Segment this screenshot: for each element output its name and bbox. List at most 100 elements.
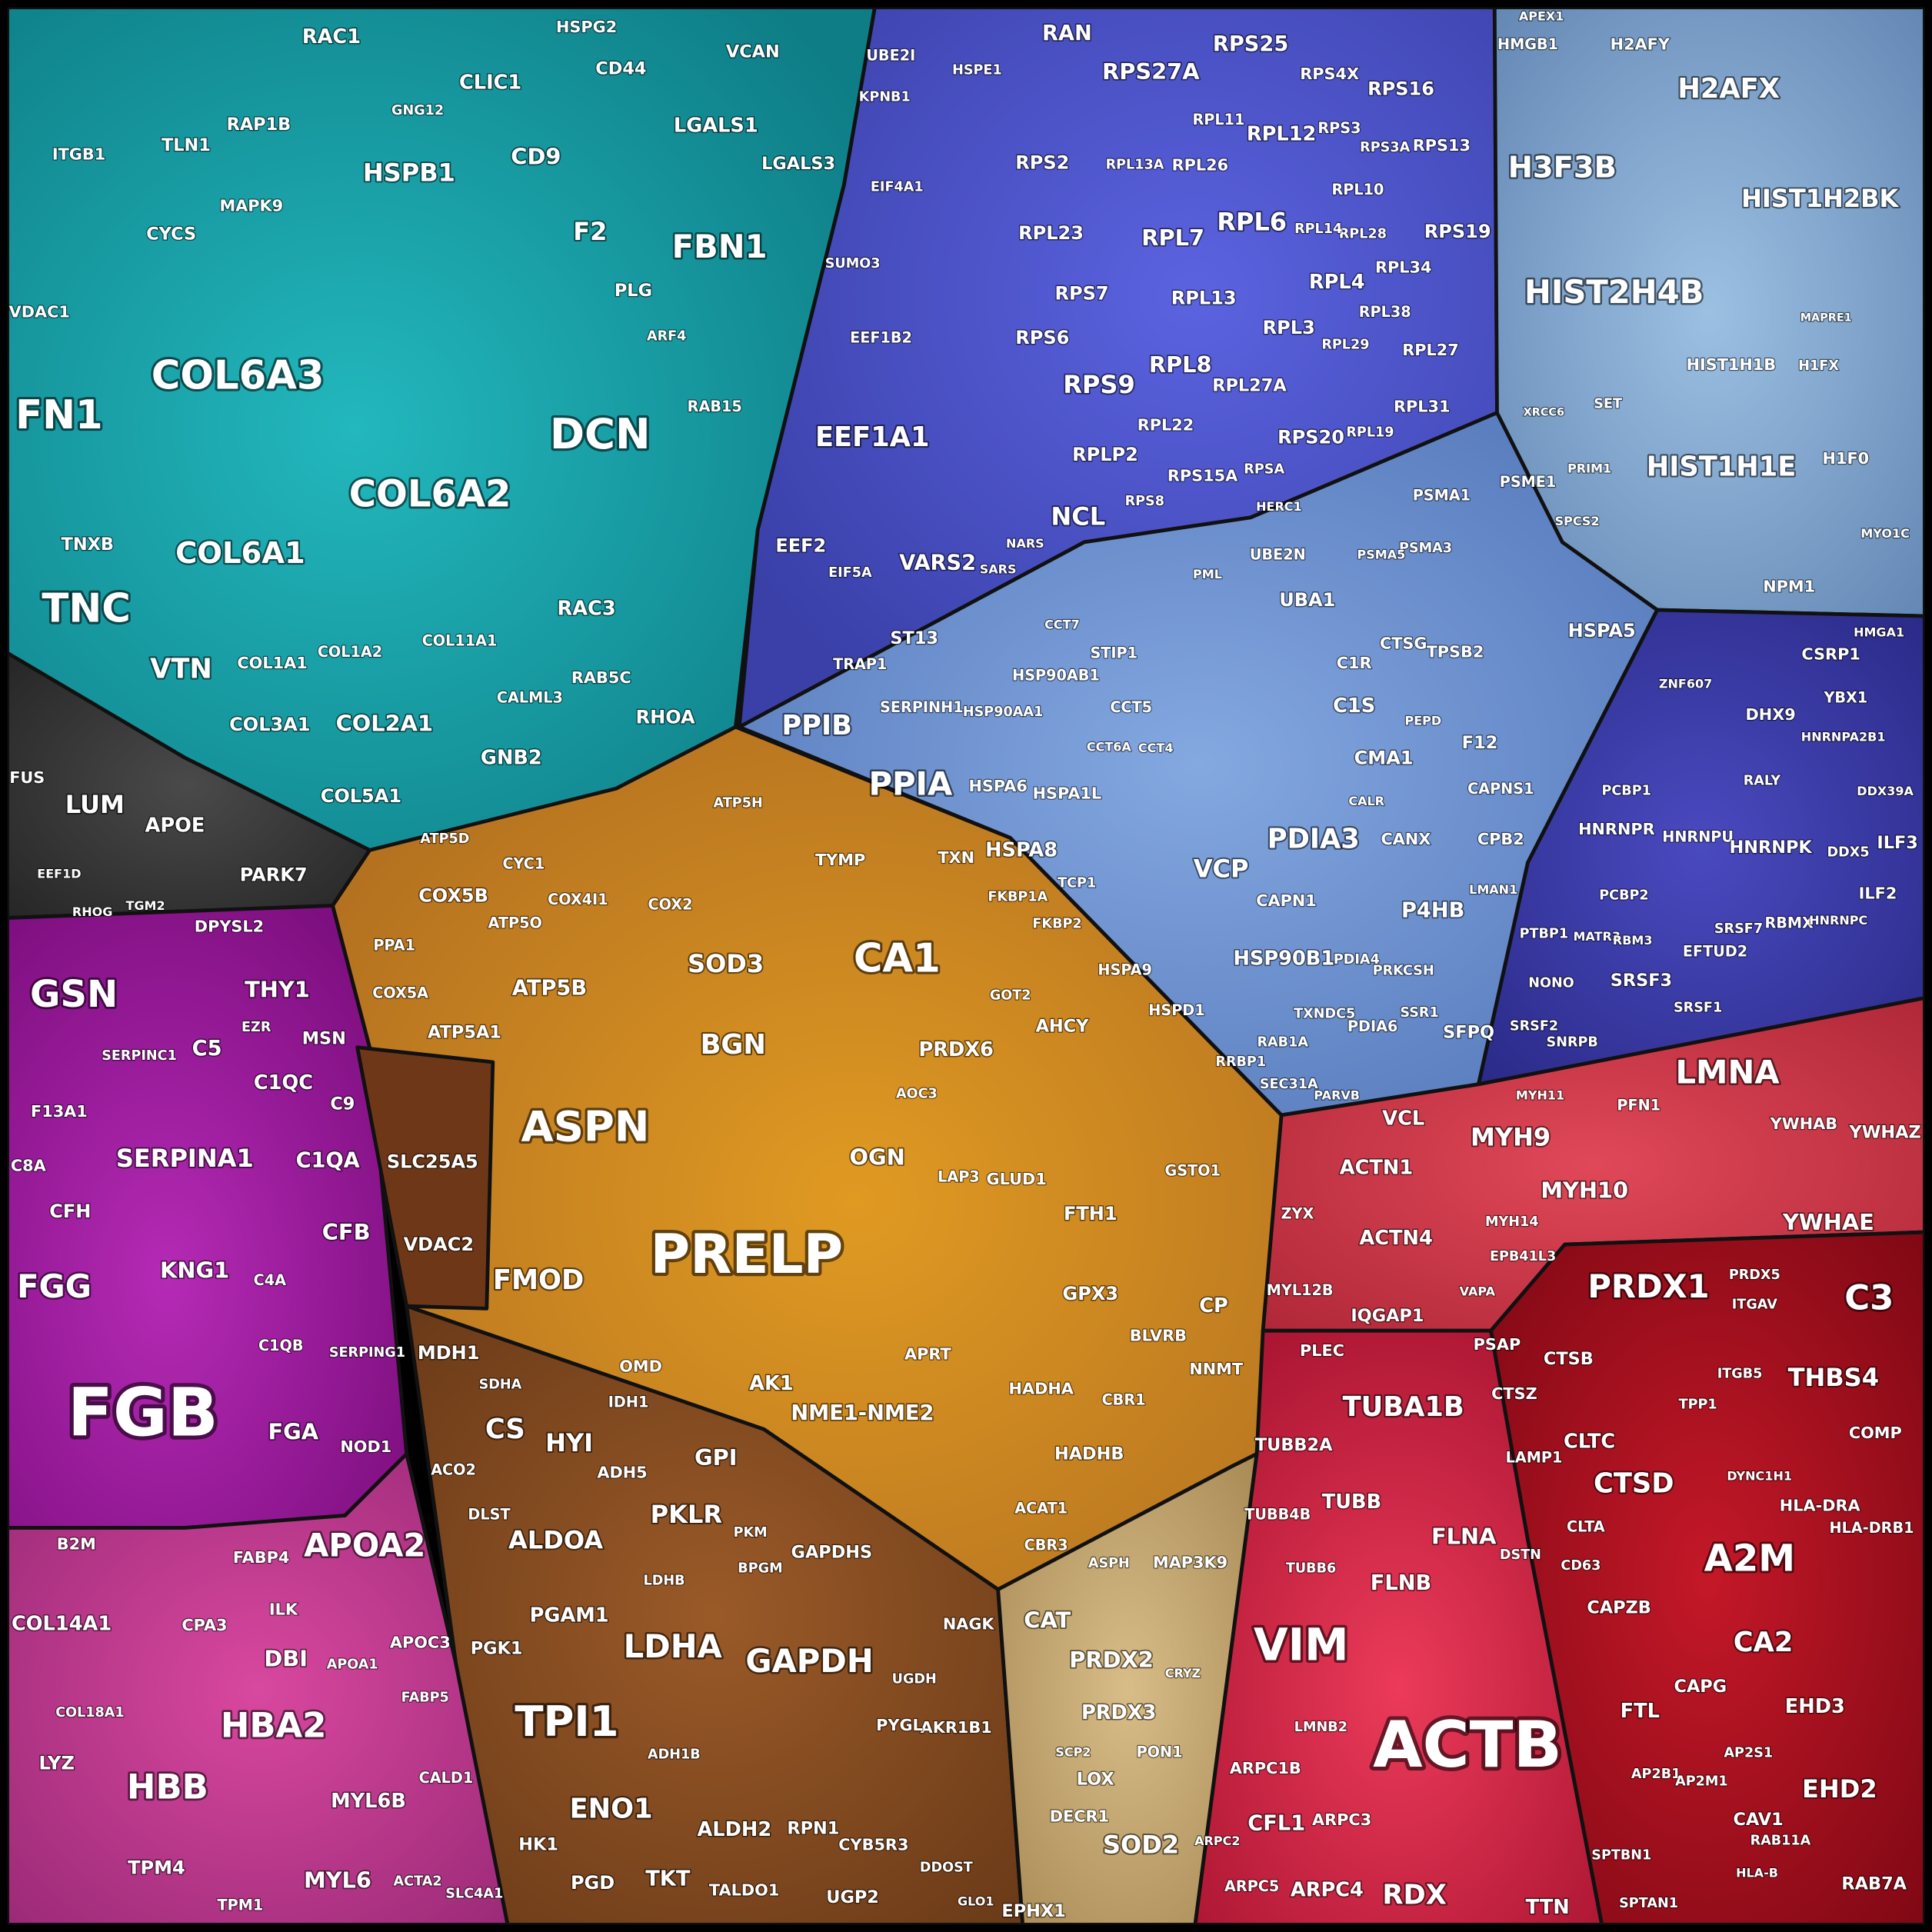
protein-label: FN1 bbox=[15, 392, 103, 438]
protein-label: C9 bbox=[330, 1094, 355, 1114]
protein-label: CAT bbox=[1024, 1607, 1071, 1634]
protein-label: RPSA bbox=[1244, 461, 1284, 477]
protein-label: HLA-DRB1 bbox=[1830, 1519, 1914, 1537]
protein-label: COMP bbox=[1849, 1424, 1902, 1442]
protein-label: PFN1 bbox=[1617, 1097, 1661, 1114]
protein-label: ACO2 bbox=[431, 1461, 476, 1479]
protein-label: IQGAP1 bbox=[1351, 1306, 1424, 1326]
protein-label: ATP5D bbox=[420, 831, 469, 847]
protein-label: C1QC bbox=[254, 1071, 313, 1094]
protein-label: RPL27 bbox=[1402, 341, 1459, 359]
protein-label: RPS16 bbox=[1367, 78, 1434, 99]
protein-label: RPL6 bbox=[1217, 207, 1287, 236]
protein-label: FTH1 bbox=[1064, 1203, 1118, 1224]
protein-label: NCL bbox=[1051, 501, 1105, 531]
protein-label: HMGB1 bbox=[1497, 35, 1558, 53]
protein-label: RPL10 bbox=[1332, 181, 1384, 198]
protein-label: XRCC6 bbox=[1524, 407, 1564, 419]
protein-label: COL1A2 bbox=[318, 643, 382, 661]
protein-label: CMA1 bbox=[1354, 747, 1414, 768]
protein-label: CTSD bbox=[1594, 1467, 1674, 1499]
protein-label: RAB15 bbox=[688, 398, 742, 415]
protein-label: HADHA bbox=[1009, 1380, 1074, 1398]
protein-label: PRDX3 bbox=[1081, 1701, 1156, 1724]
protein-label: PEPD bbox=[1404, 714, 1441, 728]
protein-label: PSMA5 bbox=[1357, 547, 1406, 561]
protein-label: MDH1 bbox=[418, 1342, 480, 1364]
protein-label: LGALS3 bbox=[761, 154, 835, 174]
protein-label: RBMX bbox=[1764, 914, 1814, 931]
protein-label: ARPC1B bbox=[1230, 1759, 1301, 1777]
protein-label: DBI bbox=[264, 1645, 308, 1671]
protein-label: GSN bbox=[30, 973, 118, 1016]
protein-label: HIST2H4B bbox=[1524, 273, 1704, 311]
region bbox=[355, 1045, 495, 1311]
protein-label: SOD3 bbox=[688, 949, 764, 978]
protein-label: RPL7 bbox=[1141, 225, 1204, 251]
protein-label: RPL31 bbox=[1394, 398, 1451, 416]
protein-label: LAP3 bbox=[938, 1168, 980, 1185]
protein-label: DDX5 bbox=[1827, 845, 1870, 861]
protein-label: CANX bbox=[1381, 830, 1431, 848]
protein-label: VTN bbox=[150, 653, 212, 685]
protein-label: VIM bbox=[1254, 1619, 1348, 1671]
protein-label: RPL13A bbox=[1106, 158, 1164, 173]
protein-label: VCP bbox=[1194, 854, 1249, 883]
protein-label: ACTA2 bbox=[394, 1874, 442, 1889]
protein-label: SERPING1 bbox=[329, 1345, 405, 1361]
protein-label: A2M bbox=[1704, 1537, 1795, 1581]
protein-label: RPS9 bbox=[1063, 370, 1135, 399]
protein-label: FGG bbox=[17, 1267, 92, 1305]
protein-label: IDH1 bbox=[608, 1394, 649, 1411]
protein-label: NARS bbox=[1006, 536, 1044, 551]
protein-label: COL3A1 bbox=[229, 714, 310, 735]
protein-label: MYH10 bbox=[1541, 1178, 1628, 1204]
protein-label: HSPA1L bbox=[1033, 784, 1102, 803]
protein-label: AP2S1 bbox=[1724, 1746, 1773, 1761]
protein-label: DPYSL2 bbox=[195, 918, 264, 936]
protein-label: CYC1 bbox=[502, 855, 545, 873]
protein-label: RPL11 bbox=[1192, 111, 1244, 128]
protein-label: YWHAE bbox=[1782, 1209, 1874, 1235]
protein-label: TPM1 bbox=[218, 1896, 264, 1914]
protein-label: LUM bbox=[65, 790, 125, 819]
protein-label: CFB bbox=[322, 1219, 371, 1245]
protein-label: ADH1B bbox=[648, 1747, 701, 1762]
protein-label: HSP90AB1 bbox=[1012, 666, 1100, 684]
protein-label: CAPN1 bbox=[1256, 891, 1317, 910]
protein-label: FGB bbox=[68, 1375, 218, 1452]
protein-label: EHD3 bbox=[1785, 1695, 1845, 1718]
protein-label: PGAM1 bbox=[530, 1604, 609, 1627]
protein-label: HSPA6 bbox=[968, 777, 1027, 795]
protein-label: H1FX bbox=[1798, 358, 1839, 374]
protein-label: LOX bbox=[1077, 1769, 1114, 1789]
protein-label: COL5A1 bbox=[321, 785, 401, 807]
protein-label: HSPA9 bbox=[1098, 961, 1151, 978]
protein-label: LAMP1 bbox=[1506, 1449, 1563, 1467]
protein-label: RPL14 bbox=[1294, 222, 1342, 237]
protein-label: TUBB2A bbox=[1255, 1435, 1333, 1455]
protein-label: PRDX6 bbox=[918, 1038, 993, 1061]
protein-label: RPL23 bbox=[1018, 222, 1084, 244]
protein-label: CA2 bbox=[1734, 1627, 1794, 1658]
protein-label: PTBP1 bbox=[1520, 926, 1569, 941]
protein-label: CLTA bbox=[1567, 1517, 1605, 1535]
protein-label: C1QB bbox=[258, 1337, 303, 1354]
protein-label: ARPC2 bbox=[1194, 1834, 1240, 1848]
protein-label: EEF1B2 bbox=[850, 328, 912, 346]
protein-label: RPL4 bbox=[1309, 271, 1365, 294]
protein-label: ATP5B bbox=[512, 976, 587, 1000]
protein-label: OMD bbox=[619, 1357, 662, 1376]
protein-label: ACTN4 bbox=[1359, 1227, 1432, 1250]
protein-label: VCAN bbox=[726, 42, 780, 62]
protein-label: PYGL bbox=[876, 1716, 923, 1734]
protein-label: LMAN1 bbox=[1469, 882, 1517, 897]
protein-label: RPS25 bbox=[1213, 32, 1288, 56]
protein-label: EHD2 bbox=[1802, 1774, 1877, 1804]
protein-label: FBN1 bbox=[672, 228, 768, 265]
protein-label: F2 bbox=[573, 217, 607, 246]
protein-label: GPI bbox=[695, 1444, 738, 1471]
protein-label: STIP1 bbox=[1090, 645, 1138, 662]
protein-label: MAPRE1 bbox=[1800, 311, 1852, 324]
protein-label: HNRNPR bbox=[1578, 820, 1655, 838]
